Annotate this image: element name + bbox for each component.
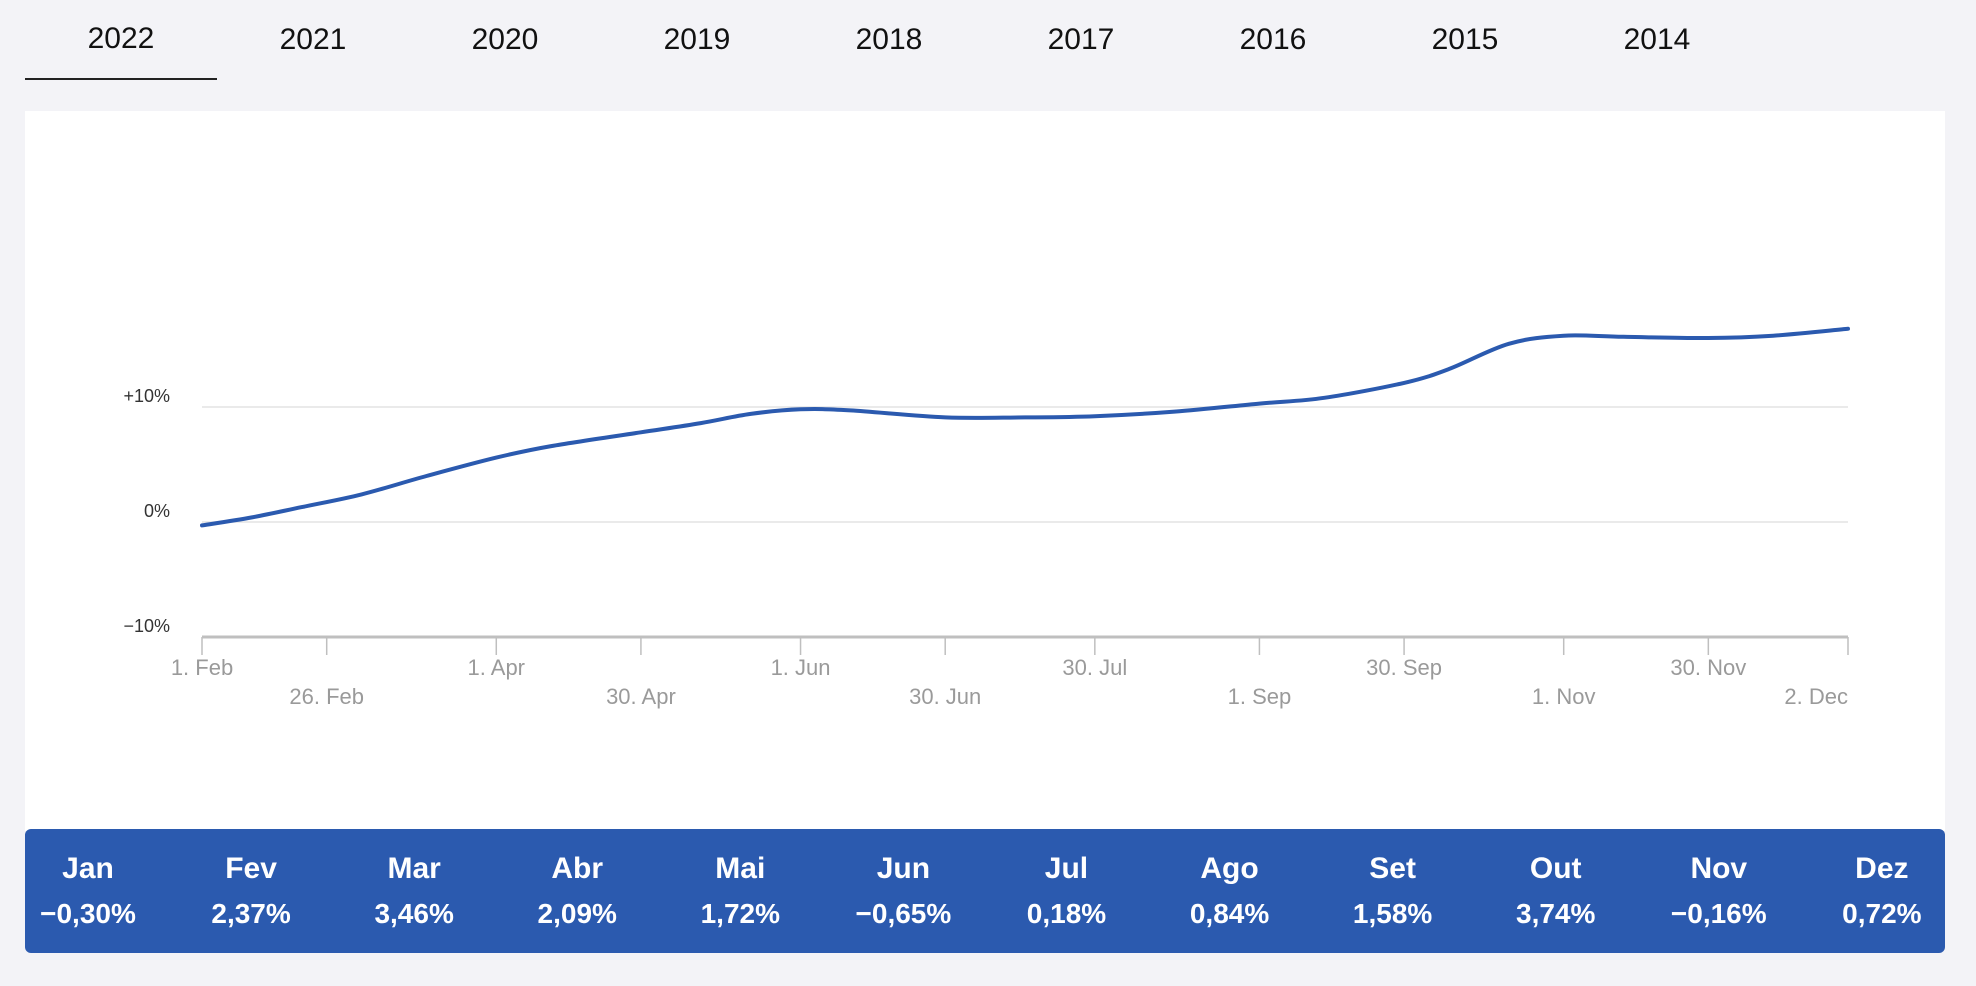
month-label: Jan — [62, 852, 114, 885]
month-dez: Dez 0,72% — [1827, 829, 1937, 953]
month-label: Jun — [876, 852, 931, 885]
month-value: 3,74% — [1516, 898, 1596, 929]
month-jun: Jun −0,65% — [848, 829, 958, 953]
monthly-returns-bar: Jan −0,30% Fev 2,37% Mar 3,46% Abr 2,09% Mai… — [25, 829, 1945, 953]
tab-2017[interactable]: 2017 — [1047, 23, 1115, 56]
tab-2020[interactable]: 2020 — [471, 23, 539, 56]
month-jan: Jan −0,30% — [33, 829, 143, 953]
month-nov: Nov −0,16% — [1664, 829, 1774, 953]
x-tick-label: 1. Sep — [1228, 684, 1292, 709]
month-value: 0,72% — [1842, 898, 1922, 929]
y-tick-label: 0% — [144, 501, 170, 521]
month-label: Nov — [1690, 852, 1748, 885]
x-tick-label: 1. Jun — [771, 655, 831, 680]
x-tick-label: 30. Nov — [1670, 655, 1746, 680]
month-mai: Mai 1,72% — [685, 829, 795, 953]
tab-2016[interactable]: 2016 — [1239, 23, 1307, 56]
month-label: Dez — [1855, 852, 1909, 885]
month-value: 2,37% — [211, 898, 291, 929]
x-tick-label: 30. Jul — [1062, 655, 1127, 680]
x-tick-label: 2. Dec — [1784, 684, 1848, 709]
tab-2022[interactable]: 2022 — [25, 0, 217, 80]
month-value: −0,30% — [40, 898, 136, 929]
year-tabs: 2022 2021 2020 2019 2018 2017 2016 2015 … — [25, 0, 1945, 82]
month-value: −0,65% — [855, 898, 952, 929]
month-label: Out — [1529, 852, 1582, 885]
y-tick-label: +10% — [123, 386, 170, 406]
month-value: 1,58% — [1352, 898, 1433, 929]
y-tick-label: −10% — [123, 616, 170, 636]
x-tick-label: 30. Sep — [1366, 655, 1442, 680]
month-label: Mar — [387, 852, 441, 885]
month-value: 1,72% — [700, 898, 781, 929]
line-chart: +10% 0% −10%1. Feb 26. Feb 1. Apr 30. Apr 1. J… — [123, 326, 1850, 709]
month-label: Fev — [225, 852, 277, 885]
tab-2014[interactable]: 2014 — [1623, 23, 1691, 56]
month-jul: Jul 0,18% — [1011, 829, 1121, 953]
month-value: 3,46% — [374, 898, 454, 929]
month-value: −0,16% — [1670, 898, 1767, 929]
x-tick-label: 1. Feb — [171, 655, 233, 680]
month-label: Mai — [715, 852, 766, 885]
month-fev: Fev 2,37% — [196, 829, 306, 953]
month-label: Jul — [1044, 852, 1089, 885]
month-label: Set — [1369, 852, 1416, 885]
month-label: Abr — [551, 852, 604, 885]
series-line — [200, 326, 1850, 528]
x-tick-label: 1. Apr — [468, 655, 525, 680]
tab-2021[interactable]: 2021 — [279, 23, 347, 56]
tab-2019[interactable]: 2019 — [663, 23, 731, 56]
tab-2018[interactable]: 2018 — [855, 23, 923, 56]
tab-2015[interactable]: 2015 — [1431, 23, 1499, 56]
x-tick-label: 1. Nov — [1532, 684, 1596, 709]
x-tick-label: 30. Apr — [606, 684, 676, 709]
month-label: Ago — [1200, 852, 1259, 885]
x-tick-label: 26. Feb — [289, 684, 364, 709]
month-abr: Abr 2,09% — [522, 829, 632, 953]
month-value: 2,09% — [537, 898, 617, 929]
month-set: Set 1,58% — [1338, 829, 1448, 953]
month-value: 0,84% — [1189, 898, 1270, 929]
month-value: 0,18% — [1026, 898, 1107, 929]
chart-card: +10% 0% −10% 1. Feb 26. Feb 1. Apr 30. Apr 1. J… — [25, 111, 1945, 831]
month-mar: Mar 3,46% — [359, 829, 469, 953]
x-tick-label: 30. Jun — [909, 684, 981, 709]
month-out: Out 3,74% — [1501, 829, 1611, 953]
month-ago: Ago 0,84% — [1175, 829, 1285, 953]
